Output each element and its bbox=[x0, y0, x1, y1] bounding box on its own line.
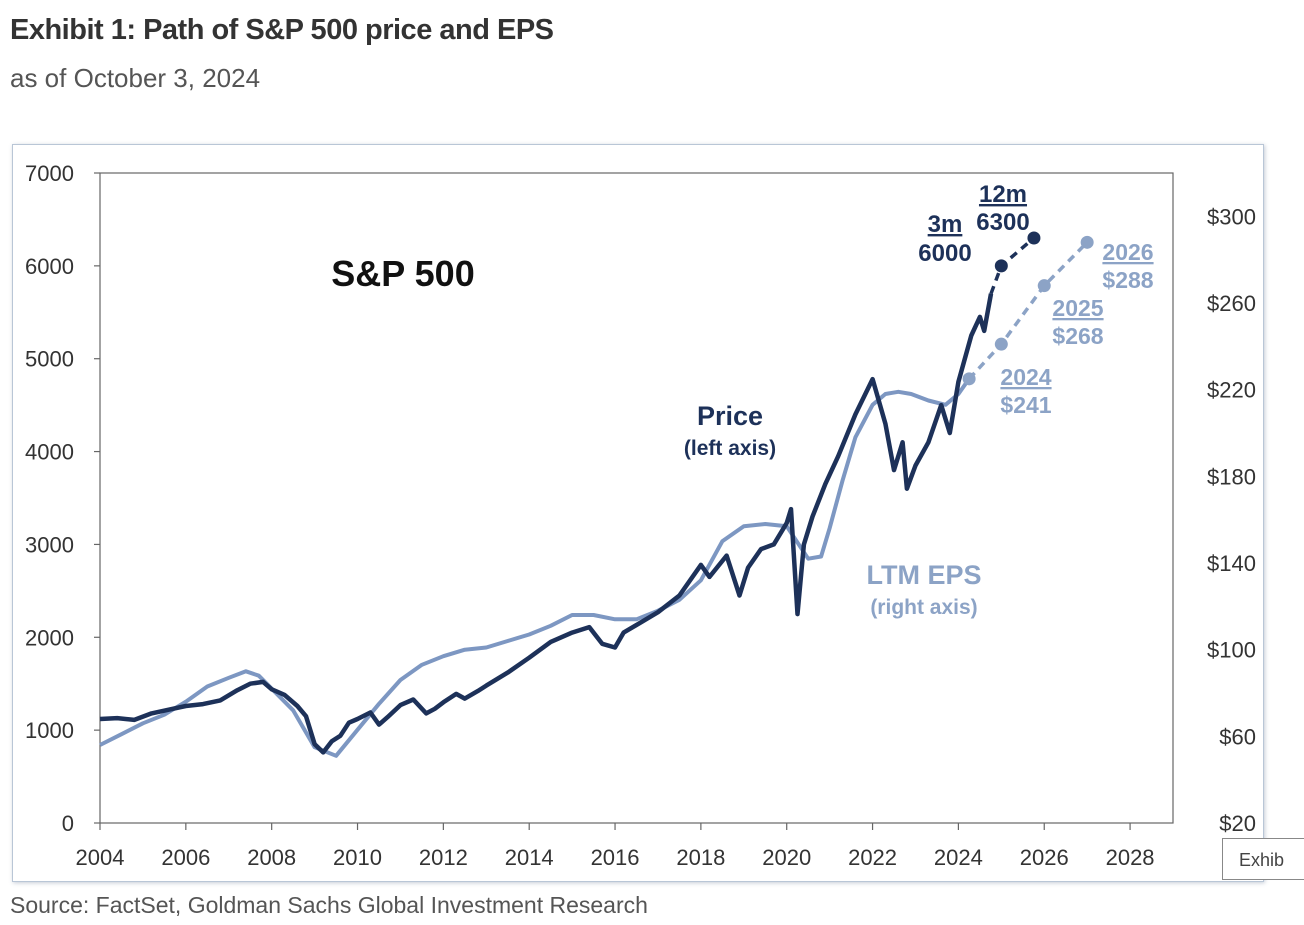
x-tick-label: 2024 bbox=[934, 845, 983, 870]
left-tick-label: 4000 bbox=[25, 440, 74, 465]
eps-forecast-point bbox=[994, 337, 1008, 351]
eps-forecast-point bbox=[962, 372, 976, 386]
price-series-group bbox=[99, 293, 994, 755]
plot-area-border bbox=[99, 172, 1174, 824]
eps-2026-value: $288 bbox=[1102, 267, 1153, 293]
forecast-group bbox=[962, 231, 1094, 386]
left-tick-label: 7000 bbox=[25, 161, 74, 186]
eps-2024-value: $241 bbox=[1000, 392, 1051, 418]
eps-line bbox=[99, 377, 971, 758]
right-tick-label: $20 bbox=[1219, 811, 1256, 836]
x-tick-label: 2018 bbox=[676, 845, 725, 870]
target-3m-value: 6000 bbox=[918, 240, 971, 267]
eps-2026-year: 2026 bbox=[1102, 239, 1153, 265]
left-tick-label: 5000 bbox=[25, 347, 74, 372]
left-tick-label: 0 bbox=[62, 811, 74, 836]
x-tick-label: 2016 bbox=[591, 845, 640, 870]
x-tick-label: 2028 bbox=[1106, 845, 1155, 870]
x-tick-label: 2008 bbox=[247, 845, 296, 870]
eps-forecast-point bbox=[1080, 235, 1094, 249]
left-tick-label: 2000 bbox=[25, 625, 74, 650]
price-line bbox=[99, 293, 994, 755]
right-tick-label: $140 bbox=[1207, 551, 1256, 576]
right-tick-label: $300 bbox=[1207, 204, 1256, 229]
eps-2024-year: 2024 bbox=[1000, 364, 1051, 390]
x-tick-label: 2010 bbox=[333, 845, 382, 870]
x-tick-label: 2004 bbox=[76, 845, 125, 870]
eps-series-sublabel: (right axis) bbox=[870, 596, 977, 619]
x-tick-label: 2022 bbox=[848, 845, 897, 870]
right-tick-label: $100 bbox=[1207, 638, 1256, 663]
price-series-label: Price bbox=[697, 401, 763, 431]
target-12m-value: 6300 bbox=[976, 209, 1029, 236]
price-target-point bbox=[1027, 231, 1041, 245]
right-tick-label: $60 bbox=[1219, 724, 1256, 749]
chart-inner-title: S&P 500 bbox=[331, 253, 474, 294]
chart-title: Exhibit 1: Path of S&P 500 price and EPS bbox=[10, 14, 554, 46]
chart-frame bbox=[12, 144, 1264, 882]
eps-series-label: LTM EPS bbox=[866, 560, 981, 590]
left-tick-label: 1000 bbox=[25, 718, 74, 743]
exhibit-tab[interactable]: Exhib bbox=[1222, 838, 1304, 880]
chart-axes: 2004 2006 2008 2010 2012 2014 2016 2018 2020 2022… bbox=[25, 161, 1256, 870]
price-series-sublabel: (left axis) bbox=[684, 437, 776, 460]
x-tick-label: 2012 bbox=[419, 845, 468, 870]
price-target-point bbox=[994, 259, 1008, 273]
x-tick-label: 2026 bbox=[1020, 845, 1069, 870]
eps-2025-value: $268 bbox=[1052, 323, 1103, 349]
eps-series-group bbox=[99, 377, 971, 758]
eps-2025-year: 2025 bbox=[1052, 295, 1103, 321]
target-12m-label: 12m bbox=[979, 181, 1027, 208]
right-tick-label: $220 bbox=[1207, 378, 1256, 403]
left-tick-label: 3000 bbox=[25, 532, 74, 557]
left-tick-label: 6000 bbox=[25, 254, 74, 279]
right-tick-label: $260 bbox=[1207, 291, 1256, 316]
x-tick-label: 2020 bbox=[762, 845, 811, 870]
source-note: Source: FactSet, Goldman Sachs Global In… bbox=[10, 892, 648, 918]
right-tick-label: $180 bbox=[1207, 464, 1256, 489]
x-tick-label: 2006 bbox=[161, 845, 210, 870]
chart-subtitle: as of October 3, 2024 bbox=[10, 63, 261, 93]
x-tick-label: 2014 bbox=[505, 845, 554, 870]
target-3m-label: 3m bbox=[928, 211, 963, 238]
eps-forecast-point bbox=[1037, 279, 1051, 293]
